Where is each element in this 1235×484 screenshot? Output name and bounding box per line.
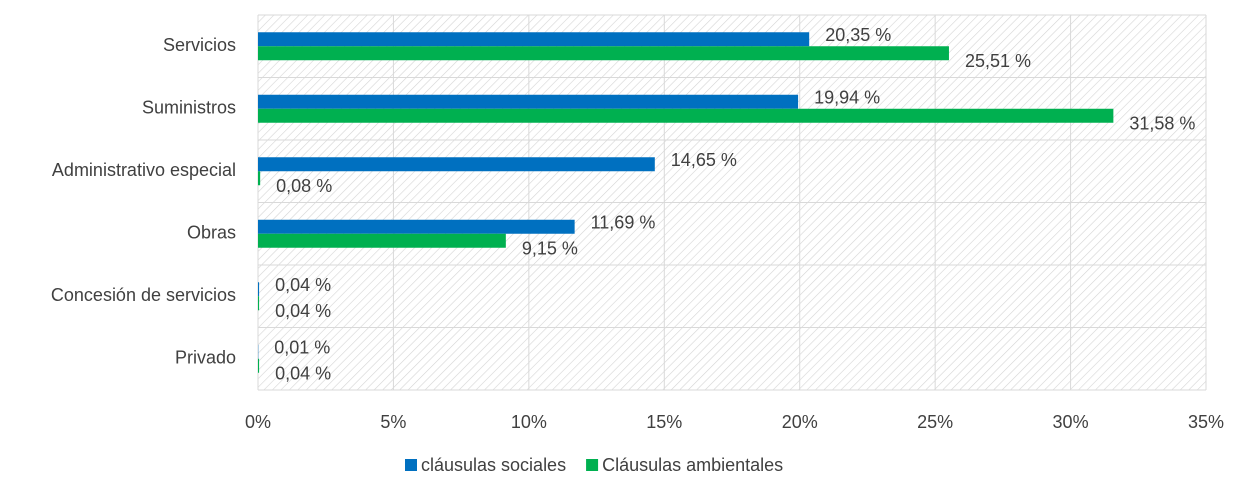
y-tick-label: Servicios [163, 35, 236, 55]
y-tick-label: Obras [187, 223, 236, 243]
legend-label: Cláusulas ambientales [602, 455, 783, 475]
data-label: 20,35 % [825, 25, 891, 45]
data-label: 14,65 % [671, 150, 737, 170]
y-tick-label: Administrativo especial [52, 160, 236, 180]
y-tick-label: Suministros [142, 98, 236, 118]
bar [258, 94, 799, 109]
data-label: 0,08 % [276, 176, 332, 196]
bar [258, 157, 655, 172]
bar [258, 219, 575, 234]
data-label: 9,15 % [522, 239, 578, 259]
bar [258, 32, 810, 47]
data-label: 0,04 % [275, 364, 331, 384]
x-tick-label: 5% [380, 412, 406, 432]
data-label: 0,01 % [274, 338, 330, 358]
x-tick-label: 25% [917, 412, 953, 432]
bar [258, 296, 260, 311]
legend-swatch [405, 459, 417, 471]
x-tick-label: 10% [511, 412, 547, 432]
bar [258, 46, 949, 61]
bar [258, 282, 260, 297]
x-tick-label: 35% [1188, 412, 1224, 432]
bar [258, 108, 1114, 123]
bar [258, 233, 506, 248]
y-tick-label: Privado [175, 348, 236, 368]
data-label: 0,04 % [275, 301, 331, 321]
data-label: 19,94 % [814, 88, 880, 108]
bar [258, 358, 260, 373]
x-tick-label: 15% [646, 412, 682, 432]
y-tick-label: Concesión de servicios [51, 285, 236, 305]
x-tick-label: 0% [245, 412, 271, 432]
data-label: 11,69 % [591, 213, 656, 233]
x-tick-label: 30% [1053, 412, 1089, 432]
legend-swatch [586, 459, 599, 471]
data-label: 25,51 % [965, 51, 1031, 71]
legend-label: cláusulas sociales [421, 455, 566, 475]
x-tick-label: 20% [782, 412, 818, 432]
data-label: 0,04 % [275, 275, 331, 295]
data-label: 31,58 % [1129, 114, 1195, 134]
bar [258, 171, 261, 186]
